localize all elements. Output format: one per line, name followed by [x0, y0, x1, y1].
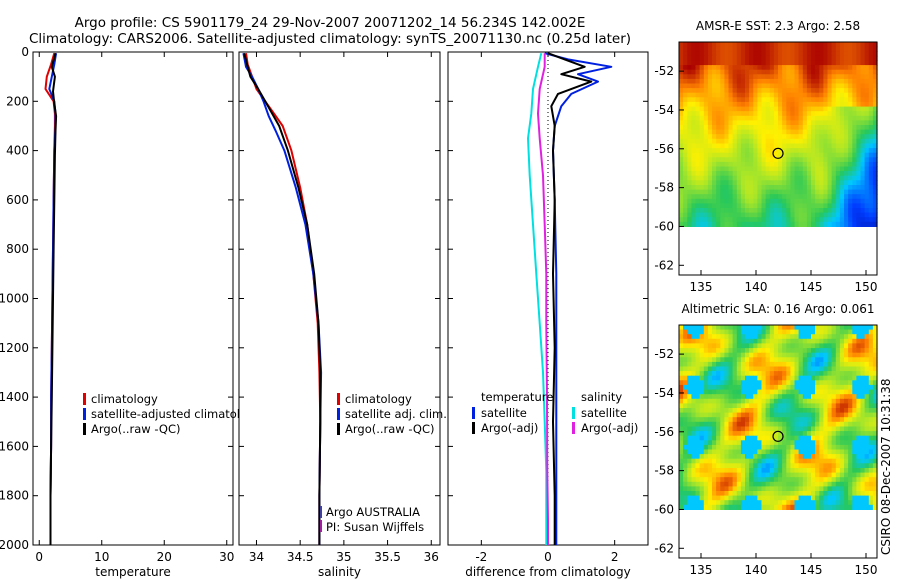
sla-ytick-label: -62: [654, 541, 674, 555]
sst-ytick-label: -52: [654, 64, 674, 78]
sst-ytick-label: -60: [654, 219, 674, 233]
sla-xtick-label: 150: [855, 563, 878, 577]
temp-xtick-label: 30: [219, 550, 234, 564]
temp-xlabel: temperature: [95, 565, 170, 579]
diff-xtick-label: 0: [544, 550, 552, 564]
footer-marker-2: [320, 520, 322, 532]
sla-xtick-label: 135: [690, 563, 713, 577]
figure-title-line2: Climatology: CARS2006. Satellite-adjuste…: [29, 31, 631, 47]
temp-ytick-label: 1800: [0, 489, 29, 503]
sal-xtick-label: 35: [336, 550, 351, 564]
temp-ytick-label: 400: [6, 144, 29, 158]
temp-xtick-label: 10: [94, 550, 109, 564]
diff-legend-swatch: [572, 407, 575, 419]
temp-ytick-label: 0: [21, 45, 29, 59]
diff-xtick-label: -2: [475, 550, 487, 564]
temp-ytick-label: 1400: [0, 390, 29, 404]
sal-series-argo-raw-qc: [243, 52, 322, 545]
footer-marker-1: [320, 506, 322, 518]
sal-xtick-label: 34: [249, 550, 264, 564]
sla-ytick-label: -60: [654, 502, 674, 516]
sal-xlabel: salinity: [318, 565, 361, 579]
diff-series-satellite-salinity: [527, 52, 548, 545]
temp-ytick-label: 800: [6, 242, 29, 256]
sst-ytick-label: -54: [654, 103, 674, 117]
temp-ytick-label: 1000: [0, 292, 29, 306]
sla-ytick-label: -56: [654, 425, 674, 439]
temp-ytick-label: 1600: [0, 439, 29, 453]
sla-ytick-label: -52: [654, 347, 674, 361]
sla-heat-grid: [679, 325, 878, 510]
temp-series-argo-raw-qc: [49, 52, 58, 545]
argo-agency-label: Argo AUSTRALIA: [326, 505, 420, 519]
temp-ytick-label: 1200: [0, 341, 29, 355]
sst-map-title: AMSR-E SST: 2.3 Argo: 2.58: [696, 19, 860, 33]
sla-ytick-label: -54: [654, 386, 674, 400]
sst-xtick-label: 140: [745, 280, 768, 294]
sla-float-marker: [772, 430, 784, 442]
temp-xtick-label: 20: [157, 550, 172, 564]
sst-map-frame: [678, 41, 878, 276]
sal-legend-swatch: [337, 408, 340, 420]
temp-plot-area: [32, 51, 234, 546]
diff-legend-swatch: [472, 422, 475, 434]
temp-legend-label: climatology: [91, 392, 158, 406]
temp-ytick-label: 200: [6, 94, 29, 108]
sal-xtick-label: 36: [424, 550, 439, 564]
salinity-profile-panel: 34 34.5 35 35.5 36 salinity climatologysatelli…: [238, 51, 447, 579]
temp-legend-label: satellite-adjusted climatology: [91, 407, 261, 421]
sal-legend-label: climatology: [345, 392, 412, 406]
diff-legend-label-temperature: satellite: [481, 406, 527, 420]
timestamp-label: CSIRO 08-Dec-2007 10:31:38: [879, 378, 893, 555]
temp-xtick-label: 0: [35, 550, 43, 564]
sal-legend-swatch: [337, 393, 340, 405]
sla-map-panel: Altimetric SLA: 0.16 Argo: 0.061 135 140 14…: [654, 302, 878, 577]
diff-legend-swatch: [472, 407, 475, 419]
diff-legend-label-salinity: Argo(-adj): [581, 421, 638, 435]
sla-ytick-label: -58: [654, 464, 674, 478]
sal-legend-swatch: [337, 423, 340, 435]
pi-label: PI: Susan Wijffels: [326, 520, 424, 534]
diff-xlabel: difference from climatology: [465, 565, 631, 579]
sla-map-frame: [678, 324, 878, 559]
diff-legend-label-temperature: Argo(-adj): [481, 421, 538, 435]
temp-legend-swatch: [83, 408, 86, 420]
sst-ytick-label: -56: [654, 142, 674, 156]
diff-series-argo-adj-temperature: [547, 52, 593, 545]
temp-ytick-label: 2000: [0, 538, 29, 552]
sst-ytick-label: -58: [654, 181, 674, 195]
diff-xtick-label: 2: [611, 550, 619, 564]
sst-map-panel: AMSR-E SST: 2.3 Argo: 2.58 135 140 145 150 -5…: [654, 19, 878, 294]
temp-legend-label: Argo(..raw -QC): [91, 422, 181, 436]
sla-xtick-label: 140: [745, 563, 768, 577]
sla-xtick-label: 145: [800, 563, 823, 577]
diff-legend-header-temperature: temperature: [481, 390, 553, 404]
sla-map-title: Altimetric SLA: 0.16 Argo: 0.061: [681, 302, 874, 316]
temp-legend-swatch: [83, 423, 86, 435]
sst-xtick-label: 145: [800, 280, 823, 294]
diff-series-argo-adj-salinity: [537, 53, 549, 545]
sst-xtick-label: 135: [690, 280, 713, 294]
sal-legend-label: satellite adj. clim.: [345, 407, 447, 421]
diff-legend-swatch: [572, 422, 575, 434]
sal-xtick-label: 35.5: [374, 550, 401, 564]
sal-xtick-label: 34.5: [287, 550, 314, 564]
sst-float-marker: [772, 147, 784, 159]
diff-legend-label-salinity: satellite: [581, 406, 627, 420]
figure-title-line1: Argo profile: CS 5901179_24 29-Nov-2007 …: [75, 15, 586, 31]
sst-heat-grid: [679, 42, 878, 227]
diff-legend-header-salinity: salinity: [581, 390, 622, 404]
temp-legend-swatch: [83, 393, 86, 405]
sst-ytick-label: -62: [654, 258, 674, 272]
sal-plot-area: [238, 51, 441, 546]
temperature-profile-panel: 0 10 20 30 0 200 400 600 800 1000 1200 1400 1600 1800…: [0, 45, 261, 579]
sst-xtick-label: 150: [855, 280, 878, 294]
sal-legend-label: Argo(..raw -QC): [345, 422, 435, 436]
temp-ytick-label: 600: [6, 193, 29, 207]
